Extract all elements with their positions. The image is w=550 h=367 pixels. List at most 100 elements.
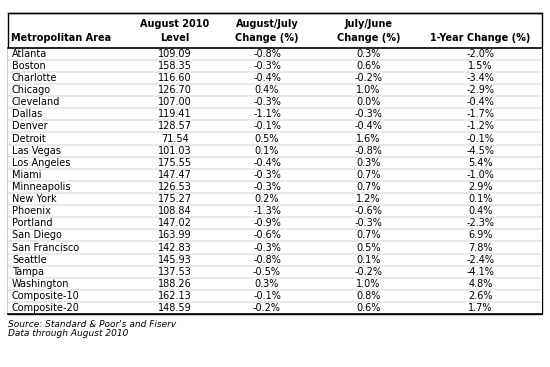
Text: 2.6%: 2.6% [468, 291, 493, 301]
Text: -0.5%: -0.5% [253, 267, 281, 277]
Text: 0.3%: 0.3% [255, 279, 279, 289]
Text: -0.4%: -0.4% [466, 97, 494, 107]
Bar [8, 241, 542, 254]
Text: 142.83: 142.83 [158, 243, 192, 252]
Text: Portland: Portland [12, 218, 52, 228]
Text: Detroit: Detroit [12, 134, 46, 143]
Text: 0.7%: 0.7% [356, 230, 381, 240]
Text: -2.3%: -2.3% [466, 218, 494, 228]
Bar [8, 145, 542, 157]
Text: Change (%): Change (%) [235, 33, 299, 43]
Text: -0.3%: -0.3% [253, 182, 281, 192]
Text: 1.0%: 1.0% [356, 279, 381, 289]
Text: 1.5%: 1.5% [468, 61, 493, 71]
Text: Washington: Washington [12, 279, 69, 289]
Text: 108.84: 108.84 [158, 206, 192, 216]
Text: -4.1%: -4.1% [466, 267, 494, 277]
Bar [8, 229, 542, 241]
Bar [8, 84, 542, 96]
Text: -0.1%: -0.1% [466, 134, 494, 143]
Text: 175.27: 175.27 [158, 194, 192, 204]
Text: 1.2%: 1.2% [356, 194, 381, 204]
Bar [8, 205, 542, 217]
Text: 163.99: 163.99 [158, 230, 192, 240]
Text: Las Vegas: Las Vegas [12, 146, 61, 156]
Text: -2.0%: -2.0% [466, 49, 494, 59]
Bar [8, 278, 542, 290]
Bar [8, 48, 542, 60]
Text: 175.55: 175.55 [158, 158, 192, 168]
Text: 126.53: 126.53 [158, 182, 192, 192]
Text: Change (%): Change (%) [337, 33, 400, 43]
Text: 137.53: 137.53 [158, 267, 192, 277]
Text: -0.2%: -0.2% [354, 267, 382, 277]
Text: 107.00: 107.00 [158, 97, 192, 107]
Bar [8, 72, 542, 84]
Text: 145.93: 145.93 [158, 255, 192, 265]
Text: 116.60: 116.60 [158, 73, 192, 83]
Text: -0.9%: -0.9% [253, 218, 281, 228]
Text: 0.1%: 0.1% [356, 255, 381, 265]
Text: 1.0%: 1.0% [356, 85, 381, 95]
Text: -0.3%: -0.3% [253, 170, 281, 180]
Text: -1.2%: -1.2% [466, 121, 494, 131]
Text: -1.0%: -1.0% [466, 170, 494, 180]
Text: July/June: July/June [344, 19, 392, 29]
Text: 1.7%: 1.7% [468, 303, 493, 313]
Text: Data through August 2010: Data through August 2010 [8, 329, 129, 338]
Text: -0.2%: -0.2% [354, 73, 382, 83]
Text: 0.8%: 0.8% [356, 291, 381, 301]
Text: 148.59: 148.59 [158, 303, 192, 313]
Text: Los Angeles: Los Angeles [12, 158, 70, 168]
Text: Chicago: Chicago [12, 85, 51, 95]
Text: -1.3%: -1.3% [253, 206, 281, 216]
Bar [8, 13, 542, 314]
Text: Miami: Miami [12, 170, 41, 180]
Text: 147.47: 147.47 [158, 170, 192, 180]
Bar [8, 193, 542, 205]
Text: 1-Year Change (%): 1-Year Change (%) [430, 33, 531, 43]
Text: -0.2%: -0.2% [253, 303, 281, 313]
Bar [8, 290, 542, 302]
Text: Charlotte: Charlotte [12, 73, 57, 83]
Text: 0.7%: 0.7% [356, 182, 381, 192]
Text: -2.4%: -2.4% [466, 255, 494, 265]
Text: 158.35: 158.35 [158, 61, 192, 71]
Text: 0.1%: 0.1% [255, 146, 279, 156]
Text: Phoenix: Phoenix [12, 206, 51, 216]
Text: 128.57: 128.57 [158, 121, 192, 131]
Text: 0.5%: 0.5% [255, 134, 279, 143]
Text: Dallas: Dallas [12, 109, 42, 119]
Text: -0.1%: -0.1% [253, 121, 281, 131]
Text: Composite-10: Composite-10 [12, 291, 80, 301]
Text: Tampa: Tampa [12, 267, 44, 277]
Text: -0.3%: -0.3% [253, 61, 281, 71]
Text: -4.5%: -4.5% [466, 146, 494, 156]
Bar [8, 60, 542, 72]
Bar [8, 132, 542, 145]
Text: -0.3%: -0.3% [253, 97, 281, 107]
Text: Boston: Boston [12, 61, 46, 71]
Text: New York: New York [12, 194, 57, 204]
Text: 147.02: 147.02 [158, 218, 192, 228]
Bar [8, 120, 542, 132]
Bar [8, 157, 542, 169]
Text: 119.41: 119.41 [158, 109, 192, 119]
Bar [8, 254, 542, 266]
Text: 0.7%: 0.7% [356, 170, 381, 180]
Text: -1.7%: -1.7% [466, 109, 494, 119]
Text: -0.6%: -0.6% [253, 230, 281, 240]
Text: Atlanta: Atlanta [12, 49, 47, 59]
Text: 109.09: 109.09 [158, 49, 192, 59]
Text: Cleveland: Cleveland [12, 97, 60, 107]
Text: 162.13: 162.13 [158, 291, 192, 301]
Text: -0.1%: -0.1% [253, 291, 281, 301]
Text: -0.4%: -0.4% [253, 73, 281, 83]
Text: 0.4%: 0.4% [468, 206, 493, 216]
Text: 0.3%: 0.3% [356, 49, 381, 59]
Text: -0.4%: -0.4% [354, 121, 382, 131]
Text: 188.26: 188.26 [158, 279, 192, 289]
Text: -3.4%: -3.4% [466, 73, 494, 83]
Bar [8, 302, 542, 314]
Text: Metropolitan Area: Metropolitan Area [11, 33, 111, 43]
